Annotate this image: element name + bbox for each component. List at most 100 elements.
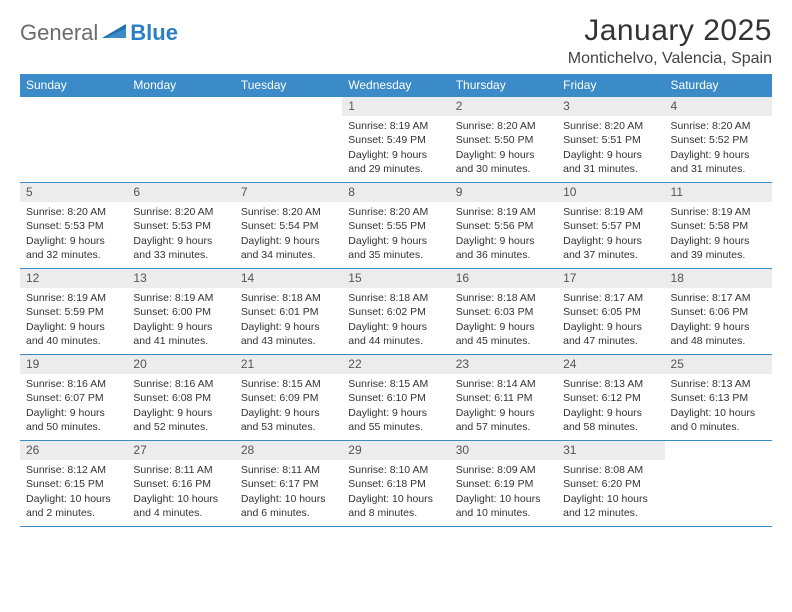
sunrise-line: Sunrise: 8:12 AM	[26, 463, 121, 477]
day-details: Sunrise: 8:15 AMSunset: 6:09 PMDaylight:…	[235, 374, 342, 438]
day-number: 7	[235, 183, 342, 202]
calendar-cell: 15Sunrise: 8:18 AMSunset: 6:02 PMDayligh…	[342, 269, 449, 355]
calendar-cell: 25Sunrise: 8:13 AMSunset: 6:13 PMDayligh…	[665, 355, 772, 441]
daylight-line: Daylight: 10 hours and 0 minutes.	[671, 406, 766, 434]
location-label: Montichelvo, Valencia, Spain	[568, 50, 772, 68]
day-number: 3	[557, 97, 664, 116]
daylight-line: Daylight: 9 hours and 37 minutes.	[563, 234, 658, 262]
day-number: 19	[20, 355, 127, 374]
calendar-cell: 21Sunrise: 8:15 AMSunset: 6:09 PMDayligh…	[235, 355, 342, 441]
day-details: Sunrise: 8:16 AMSunset: 6:08 PMDaylight:…	[127, 374, 234, 438]
calendar-cell: 6Sunrise: 8:20 AMSunset: 5:53 PMDaylight…	[127, 183, 234, 269]
day-number: 21	[235, 355, 342, 374]
day-number: 4	[665, 97, 772, 116]
sunrise-line: Sunrise: 8:20 AM	[456, 119, 551, 133]
calendar-cell: 18Sunrise: 8:17 AMSunset: 6:06 PMDayligh…	[665, 269, 772, 355]
calendar-cell: 20Sunrise: 8:16 AMSunset: 6:08 PMDayligh…	[127, 355, 234, 441]
calendar-body: 1 Sunrise: 8:19 AM Sunset: 5:49 PM Daylight…	[20, 97, 772, 527]
sunset-line: Sunset: 5:53 PM	[133, 219, 228, 233]
calendar-week-row: 1Sunrise: 8:19 AMSunset: 5:49 PMDaylight…	[20, 97, 772, 183]
day-number: 1	[342, 97, 449, 116]
day-number: 13	[127, 269, 234, 288]
calendar-cell: 27Sunrise: 8:11 AMSunset: 6:16 PMDayligh…	[127, 441, 234, 527]
sunset-line: Sunset: 5:50 PM	[456, 133, 551, 147]
sunset-line: Sunset: 5:49 PM	[348, 133, 443, 147]
sunrise-line: Sunrise: 8:19 AM	[671, 205, 766, 219]
page-title: January 2025	[568, 14, 772, 48]
sunset-line: Sunset: 5:59 PM	[26, 305, 121, 319]
calendar-week-row: 19Sunrise: 8:16 AMSunset: 6:07 PMDayligh…	[20, 355, 772, 441]
daylight-line: Daylight: 9 hours and 44 minutes.	[348, 320, 443, 348]
sunrise-line: Sunrise: 8:13 AM	[563, 377, 658, 391]
calendar-week-row: 5Sunrise: 8:20 AMSunset: 5:53 PMDaylight…	[20, 183, 772, 269]
day-details: Sunrise: 8:16 AMSunset: 6:07 PMDaylight:…	[20, 374, 127, 438]
logo: General Blue	[20, 14, 178, 46]
day-details: Sunrise: 8:19 AMSunset: 5:57 PMDaylight:…	[557, 202, 664, 266]
day-details: Sunrise: 8:11 AMSunset: 6:16 PMDaylight:…	[127, 460, 234, 524]
sunset-line: Sunset: 5:56 PM	[456, 219, 551, 233]
sunrise-line: Sunrise: 8:16 AM	[133, 377, 228, 391]
day-details: Sunrise: 8:20 AMSunset: 5:51 PMDaylight:…	[557, 116, 664, 180]
day-number: 31	[557, 441, 664, 460]
day-details: Sunrise: 8:19 AMSunset: 5:59 PMDaylight:…	[20, 288, 127, 352]
daylight-line: Daylight: 9 hours and 58 minutes.	[563, 406, 658, 434]
calendar-cell: 28Sunrise: 8:11 AMSunset: 6:17 PMDayligh…	[235, 441, 342, 527]
calendar-cell: 10Sunrise: 8:19 AMSunset: 5:57 PMDayligh…	[557, 183, 664, 269]
title-block: January 2025 Montichelvo, Valencia, Spai…	[568, 14, 772, 68]
day-number: 15	[342, 269, 449, 288]
daylight-line: Daylight: 9 hours and 50 minutes.	[26, 406, 121, 434]
sunset-line: Sunset: 5:58 PM	[671, 219, 766, 233]
sunset-line: Sunset: 5:57 PM	[563, 219, 658, 233]
sunrise-line: Sunrise: 8:17 AM	[563, 291, 658, 305]
calendar-cell	[127, 97, 234, 183]
sunrise-line: Sunrise: 8:18 AM	[456, 291, 551, 305]
calendar-cell	[665, 441, 772, 527]
weekday-header: Wednesday	[342, 74, 449, 97]
calendar-cell	[20, 97, 127, 183]
sunrise-line: Sunrise: 8:20 AM	[563, 119, 658, 133]
daylight-line: Daylight: 10 hours and 12 minutes.	[563, 492, 658, 520]
day-details: Sunrise: 8:20 AMSunset: 5:50 PMDaylight:…	[450, 116, 557, 180]
calendar-cell: 29Sunrise: 8:10 AMSunset: 6:18 PMDayligh…	[342, 441, 449, 527]
sunset-line: Sunset: 5:51 PM	[563, 133, 658, 147]
sunset-line: Sunset: 6:09 PM	[241, 391, 336, 405]
sunrise-line: Sunrise: 8:15 AM	[241, 377, 336, 391]
weekday-header: Monday	[127, 74, 234, 97]
day-number: 25	[665, 355, 772, 374]
daylight-line: Daylight: 9 hours and 47 minutes.	[563, 320, 658, 348]
sunrise-line: Sunrise: 8:11 AM	[133, 463, 228, 477]
calendar-cell: 7Sunrise: 8:20 AMSunset: 5:54 PMDaylight…	[235, 183, 342, 269]
sunset-line: Sunset: 6:13 PM	[671, 391, 766, 405]
day-number: 16	[450, 269, 557, 288]
day-details: Sunrise: 8:19 AMSunset: 5:56 PMDaylight:…	[450, 202, 557, 266]
calendar-cell: 8Sunrise: 8:20 AMSunset: 5:55 PMDaylight…	[342, 183, 449, 269]
logo-triangle-icon	[102, 22, 128, 45]
day-number: 11	[665, 183, 772, 202]
day-number: 26	[20, 441, 127, 460]
weekday-header: Saturday	[665, 74, 772, 97]
sunrise-line: Sunrise: 8:20 AM	[133, 205, 228, 219]
day-details: Sunrise: 8:20 AMSunset: 5:53 PMDaylight:…	[20, 202, 127, 266]
calendar-week-row: 26Sunrise: 8:12 AMSunset: 6:15 PMDayligh…	[20, 441, 772, 527]
day-number: 10	[557, 183, 664, 202]
day-details: Sunrise: 8:17 AMSunset: 6:06 PMDaylight:…	[665, 288, 772, 352]
sunrise-line: Sunrise: 8:11 AM	[241, 463, 336, 477]
sunset-line: Sunset: 6:20 PM	[563, 477, 658, 491]
daylight-line: Daylight: 9 hours and 31 minutes.	[671, 148, 766, 176]
sunset-line: Sunset: 5:54 PM	[241, 219, 336, 233]
day-number: 18	[665, 269, 772, 288]
day-number: 24	[557, 355, 664, 374]
day-details: Sunrise: 8:20 AMSunset: 5:55 PMDaylight:…	[342, 202, 449, 266]
daylight-line: Daylight: 9 hours and 33 minutes.	[133, 234, 228, 262]
sunset-line: Sunset: 6:19 PM	[456, 477, 551, 491]
day-details: Sunrise: 8:10 AMSunset: 6:18 PMDaylight:…	[342, 460, 449, 524]
logo-text-blue: Blue	[130, 20, 178, 46]
sunrise-line: Sunrise: 8:08 AM	[563, 463, 658, 477]
sunset-line: Sunset: 6:02 PM	[348, 305, 443, 319]
calendar-cell: 13Sunrise: 8:19 AMSunset: 6:00 PMDayligh…	[127, 269, 234, 355]
daylight-line: Daylight: 9 hours and 39 minutes.	[671, 234, 766, 262]
sunset-line: Sunset: 6:10 PM	[348, 391, 443, 405]
sunrise-line: Sunrise: 8:10 AM	[348, 463, 443, 477]
daylight-line: Daylight: 9 hours and 48 minutes.	[671, 320, 766, 348]
day-details: Sunrise: 8:12 AMSunset: 6:15 PMDaylight:…	[20, 460, 127, 524]
